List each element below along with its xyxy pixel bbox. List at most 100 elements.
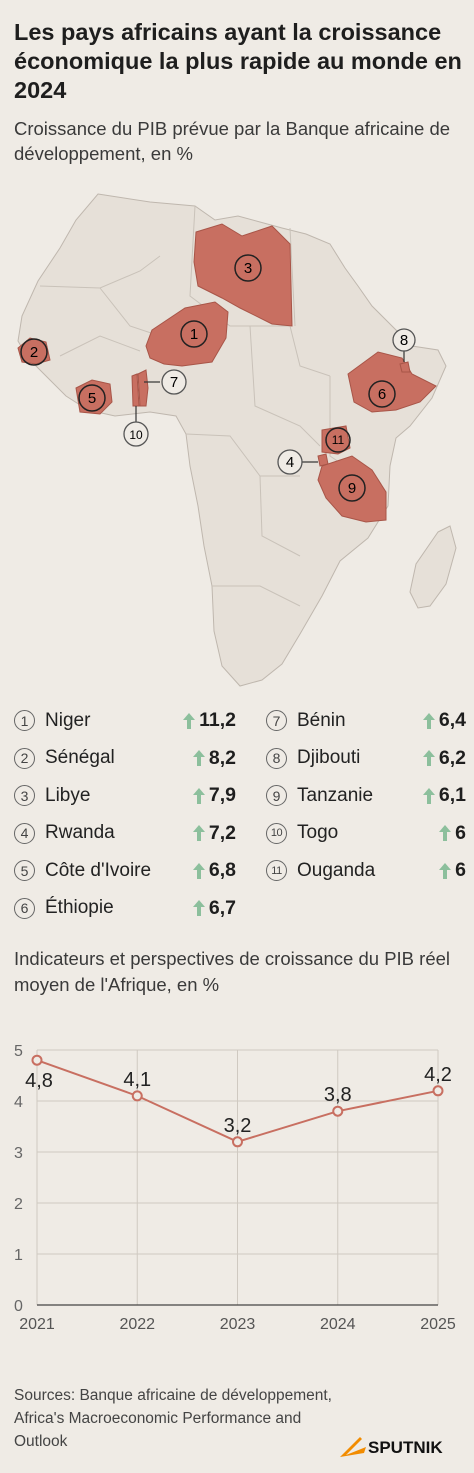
leader-lines	[135, 350, 405, 463]
growth-value: 8,2	[192, 747, 236, 770]
ranking-column-left: 1 Niger 11,2 2 Sénégal 8,2 3 Libye 7,9 4…	[14, 702, 236, 927]
up-arrow-icon	[192, 787, 205, 804]
ranking-row-cote-divoire: 5 Côte d'Ivoire 6,8	[14, 852, 236, 890]
rank-badge: 11	[266, 860, 287, 882]
country-name: Bénin	[297, 709, 346, 731]
rank-badge: 6	[14, 897, 35, 919]
growth-value: 6,1	[422, 784, 466, 807]
ranking-row-rwanda: 4 Rwanda 7,2	[14, 815, 236, 853]
data-point	[31, 1054, 43, 1066]
country-shape-togo	[131, 373, 140, 407]
ranking-row-djibouti: 8 Djibouti 6,2	[266, 740, 466, 778]
map-label-4: 4	[277, 449, 303, 475]
growth-value: 6	[439, 822, 466, 845]
x-tick-label: 2021	[19, 1316, 55, 1333]
x-tick-label: 2025	[420, 1316, 456, 1333]
svg-text:2: 2	[30, 344, 38, 361]
growth-value: 6,4	[422, 709, 466, 732]
country-shape-niger	[145, 301, 229, 367]
ranking-column-right: 7 Bénin 6,4 8 Djibouti 6,2 9 Tanzanie 6,…	[266, 702, 466, 890]
map-label-3: 3	[234, 254, 262, 282]
ranking-row-senegal: 2 Sénégal 8,2	[14, 740, 236, 778]
svg-text:6: 6	[378, 386, 386, 403]
growth-value: 6,8	[192, 859, 236, 882]
rank-badge: 2	[14, 747, 35, 769]
ranking-row-libye: 3 Libye 7,9	[14, 777, 236, 815]
country-name: Tanzanie	[297, 784, 374, 806]
country-shape-libye	[193, 223, 293, 327]
rank-badge: 5	[14, 860, 35, 882]
rank-badge: 10	[266, 822, 287, 844]
up-arrow-icon	[192, 750, 205, 767]
x-tick-label: 2022	[119, 1316, 155, 1333]
country-shape-djibouti	[399, 361, 411, 373]
svg-text:7: 7	[170, 374, 178, 391]
growth-value: 7,2	[192, 822, 236, 845]
svg-text:5: 5	[88, 390, 96, 407]
x-tick-label: 2023	[220, 1316, 256, 1333]
country-name: Togo	[297, 822, 339, 844]
y-tick-label: 4	[14, 1094, 23, 1111]
y-tick-label: 1	[14, 1247, 23, 1264]
country-name: Ouganda	[297, 859, 376, 881]
ranking-row-ethiopie: 6 Éthiopie 6,7	[14, 890, 236, 928]
svg-text:3: 3	[244, 260, 252, 277]
data-point	[131, 1090, 143, 1102]
ranking-row-benin: 7 Bénin 6,4	[266, 702, 466, 740]
growth-value: 6,2	[422, 747, 466, 770]
up-arrow-icon	[439, 825, 452, 842]
africa-map: 1 2 3 4 5 6 7 8 9 10 11	[17, 193, 457, 687]
svg-text:11: 11	[332, 433, 345, 447]
gdp-line-chart: 0 1 2 3 4 5 2021 2022 2023 2024 2025 4,8 4,1 3,2 3,8 4,…	[14, 1043, 456, 1333]
rank-badge: 4	[14, 822, 35, 844]
rank-badge: 7	[266, 710, 287, 732]
y-tick-label: 0	[14, 1298, 23, 1315]
growth-value: 6	[439, 859, 466, 882]
country-name: Éthiopie	[45, 897, 114, 919]
country-shape-benin	[137, 369, 149, 407]
y-tick-label: 5	[14, 1043, 23, 1060]
data-label: 4,8	[25, 1070, 53, 1092]
data-label: 4,1	[123, 1069, 151, 1091]
growth-value: 7,9	[192, 784, 236, 807]
rank-badge: 3	[14, 785, 35, 807]
up-arrow-icon	[192, 862, 205, 879]
map-label-10: 10	[123, 421, 149, 447]
country-name: Niger	[45, 709, 91, 731]
x-tick-label: 2024	[320, 1316, 356, 1333]
africa-landmass	[17, 193, 447, 687]
map-label-5: 5	[78, 384, 106, 412]
country-name: Libye	[45, 784, 91, 806]
map-label-8: 8	[392, 328, 416, 352]
ranking-row-togo: 10 Togo 6	[266, 815, 466, 853]
data-point	[432, 1085, 444, 1097]
rank-badge: 9	[266, 785, 287, 807]
up-arrow-icon	[422, 750, 435, 767]
rank-badge: 1	[14, 710, 35, 732]
data-label: 4,2	[424, 1064, 452, 1086]
line-chart-title: Indicateurs et perspectives de croissanc…	[14, 948, 451, 995]
up-arrow-icon	[439, 862, 452, 879]
chart-title: Les pays africains ayant la croissance é…	[14, 19, 462, 103]
map-label-2: 2	[20, 338, 48, 366]
growth-value: 11,2	[183, 709, 236, 732]
svg-text:1: 1	[190, 326, 198, 343]
country-name: Sénégal	[45, 747, 115, 769]
up-arrow-icon	[192, 825, 205, 842]
madagascar	[409, 525, 457, 609]
sources-note: Sources: Banque africaine de développeme…	[14, 1387, 332, 1450]
up-arrow-icon	[422, 712, 435, 729]
country-name: Côte d'Ivoire	[45, 859, 152, 881]
data-label: 3,2	[224, 1115, 252, 1137]
y-tick-label: 3	[14, 1145, 23, 1162]
svg-text:8: 8	[400, 332, 408, 349]
map-label-9: 9	[338, 474, 366, 502]
map-number-labels: 1 2 3 4 5 6 7 8 9 10 11	[20, 254, 416, 502]
map-label-7: 7	[161, 369, 187, 395]
up-arrow-icon	[192, 900, 205, 917]
ranking-row-tanzanie: 9 Tanzanie 6,1	[266, 777, 466, 815]
svg-text:10: 10	[129, 428, 143, 442]
map-label-1: 1	[180, 320, 208, 348]
data-point	[232, 1136, 243, 1148]
svg-text:4: 4	[286, 454, 294, 471]
